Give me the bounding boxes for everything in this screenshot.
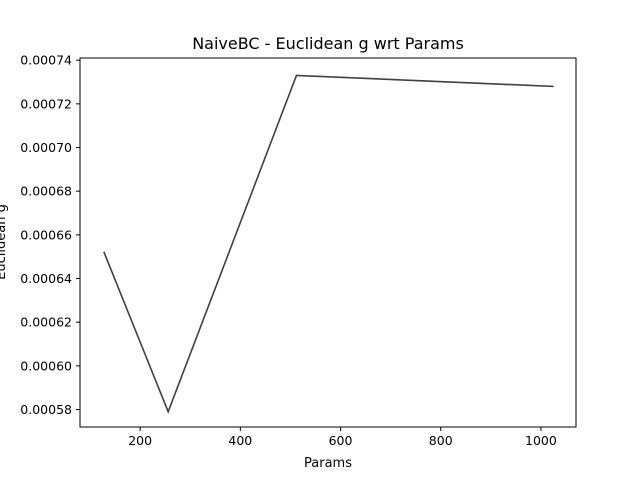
data-point: [552, 85, 554, 88]
y-tick-label: 0.00070: [20, 140, 72, 155]
x-tick-label: 800: [429, 433, 453, 448]
y-tick-label: 0.00062: [20, 315, 72, 330]
x-tick-label: 200: [128, 433, 152, 448]
y-axis-label: Euclidean g: [0, 204, 9, 280]
series-line-0: [103, 74, 553, 414]
y-tick-label: 0.00058: [20, 402, 72, 417]
y-tick-label: 0.00066: [20, 227, 72, 242]
plot-area: [103, 74, 554, 414]
x-axis: 200 400 600 800 1000: [128, 427, 557, 448]
y-axis: 0.00058 0.00060 0.00062 0.00064 0.00066 0.000…: [20, 53, 80, 417]
chart-title: NaiveBC - Euclidean g wrt Params: [192, 34, 464, 53]
y-tick-label: 0.00074: [20, 53, 72, 68]
x-tick-label: 400: [228, 433, 252, 448]
x-tick-label: 1000: [525, 433, 557, 448]
plot-frame: [79, 57, 577, 428]
y-tick-label: 0.00064: [20, 271, 72, 286]
y-tick-label: 0.00068: [20, 184, 72, 199]
data-point: [167, 410, 169, 413]
data-point: [103, 251, 105, 254]
data-point: [295, 74, 298, 77]
y-tick-label: 0.00060: [20, 358, 72, 373]
x-axis-label: Params: [304, 456, 352, 471]
x-tick-label: 600: [329, 433, 353, 448]
y-tick-label: 0.00072: [20, 96, 72, 111]
